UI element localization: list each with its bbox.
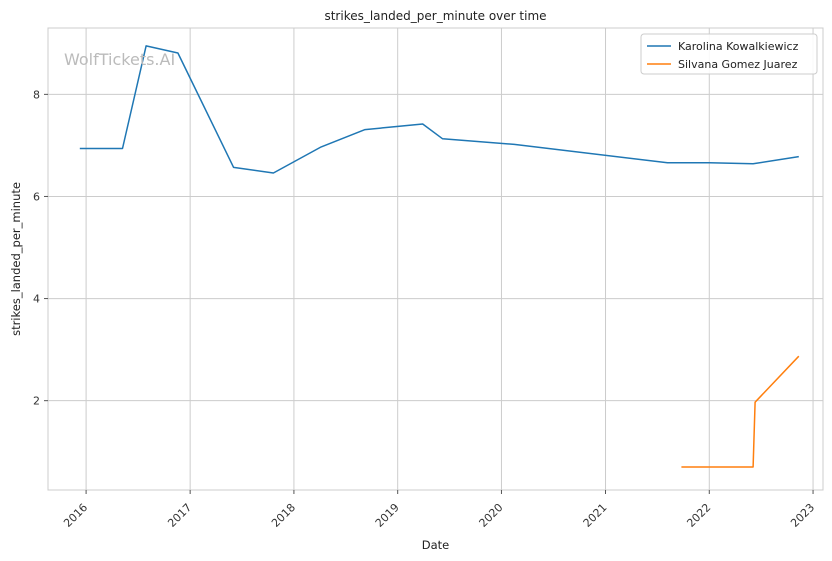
- y-tick-label: 8: [33, 88, 40, 101]
- y-tick-label: 4: [33, 293, 40, 306]
- x-axis-label: Date: [422, 538, 450, 552]
- plot-area-frame: [47, 27, 824, 491]
- legend-label: Karolina Kowalkiewicz: [678, 40, 799, 53]
- y-axis-ticks: 2 4 6 8: [33, 88, 48, 408]
- y-tick-label: 2: [33, 395, 40, 408]
- series-lines: [79, 45, 800, 468]
- watermark: WolfTickets.AI: [64, 50, 175, 69]
- series-line: [681, 355, 800, 468]
- chart-title: strikes_landed_per_minute over time: [324, 9, 546, 23]
- legend-box: [640, 33, 818, 75]
- y-tick-label: 6: [33, 190, 40, 203]
- gridlines: [48, 28, 823, 490]
- legend: Karolina Kowalkiewicz Silvana Gomez Juare…: [640, 33, 818, 75]
- legend-label: Silvana Gomez Juarez: [678, 58, 798, 71]
- series-line: [79, 45, 799, 174]
- y-axis-label: strikes_landed_per_minute: [9, 182, 23, 336]
